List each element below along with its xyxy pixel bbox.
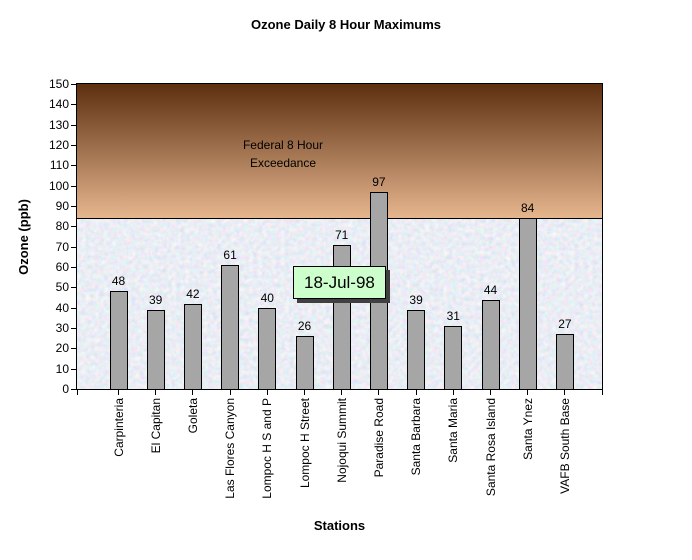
x-axis-label-las-flores-canyon: Las Flores Canyon [223,398,237,499]
bars-layer: 48 39 42 61 40 26 71 97 39 31 44 84 27 [77,84,602,389]
plot-area: 48 39 42 61 40 26 71 97 39 31 44 84 27 Federal 8 Hou… [76,83,603,390]
x-axis-label-lompoc-h-street: Lompoc H Street [298,398,312,489]
y-axis-tick-label: 10 [55,362,69,376]
bar-value-label: 84 [521,201,535,215]
x-axis-tick [192,390,193,395]
bar-carpinteria [109,291,128,389]
bar-vafb-south-base [555,334,574,389]
x-axis-tick [416,390,417,395]
y-axis-tick-label: 30 [55,321,69,335]
x-axis-tick [453,390,454,395]
y-axis-tick-label: 60 [55,260,69,274]
bar-las-flores-canyon [221,265,240,389]
y-axis-tick-label: 70 [55,240,69,254]
bar-value-label: 27 [558,317,572,331]
y-axis-tick [71,84,76,85]
x-axis-title: Stations [313,518,366,533]
y-axis-tick [71,206,76,207]
x-axis-tick [341,390,342,395]
x-axis-label-santa-ynez: Santa Ynez [521,398,535,460]
x-axis-tick [527,390,528,395]
bar-santa-maria [444,326,463,389]
y-axis-tick-label: 100 [48,179,69,193]
x-axis-tick [602,390,603,395]
x-axis-label-santa-rosa-island: Santa Rosa Island [484,398,498,497]
y-axis-tick [71,104,76,105]
y-axis-tick [71,348,76,349]
chart-title: Ozone Daily 8 Hour Maximums [251,17,441,32]
x-axis-label-carpinteria: Carpinteria [112,398,126,457]
x-axis-tick [304,390,305,395]
y-axis-tick [71,247,76,248]
bar-value-label: 39 [409,293,423,307]
y-axis-tick-label: 20 [55,341,69,355]
y-axis-tick [71,389,76,390]
x-axis-label-vafb-south-base: VAFB South Base [558,398,572,494]
y-axis-tick-label: 140 [48,97,69,111]
y-axis-tick-label: 110 [49,158,69,172]
bar-goleta [183,304,202,389]
y-axis-tick [71,125,76,126]
bar-value-label: 40 [260,291,274,305]
x-axis-tick [267,390,268,395]
y-axis-tick [71,328,76,329]
y-axis-tick-label: 90 [55,199,69,213]
bar-santa-barbara [407,310,426,389]
bar-lompoc-h-street [295,336,314,389]
x-axis-label-el-capitan: El Capitan [149,398,163,454]
bar-santa-rosa-island [481,300,500,389]
bar-value-label: 26 [297,319,312,333]
x-axis-tick [564,390,565,395]
threshold-line [77,218,602,219]
y-axis-tick [71,165,76,166]
bar-value-label: 48 [111,274,126,288]
y-axis-tick-label: 40 [55,301,69,315]
y-axis-tick [71,287,76,288]
y-axis-tick-label: 0 [62,382,69,396]
y-axis-tick [71,226,76,227]
y-axis-tick [71,145,76,146]
y-axis-tick-label: 130 [48,118,69,132]
bar-value-label: 97 [372,175,386,189]
exceedance-annotation: Federal 8 Hour Exceedance [203,136,363,172]
y-axis-title: Ozone (ppb) [16,199,31,275]
x-axis-tick [378,390,379,395]
bar-santa-ynez [518,218,537,389]
x-axis-label-nojoqui-summit: Nojoqui Summit [335,398,349,483]
x-axis-label-santa-maria: Santa Maria [446,398,460,463]
bar-el-capitan [146,310,165,389]
y-axis-tick-label: 50 [55,280,69,294]
x-axis-label-paradise-road: Paradise Road [372,398,386,478]
bar-value-label: 44 [483,283,498,297]
x-axis-tick [118,390,119,395]
x-axis-label-lompoc-h-s-and-p: Lompoc H S and P [260,398,274,499]
y-axis-tick [71,369,76,370]
bar-value-label: 61 [223,248,237,262]
bar-value-label: 42 [186,287,200,301]
x-axis-tick [155,390,156,395]
exceedance-annotation-line2: Exceedance [249,156,317,170]
y-axis-tick-label: 120 [48,138,69,152]
x-axis-tick [230,390,231,395]
bar-value-label: 39 [149,293,163,307]
x-axis-tick [490,390,491,395]
y-axis-tick [71,186,76,187]
y-axis-tick [71,308,76,309]
y-axis-tick-label: 80 [55,219,69,233]
x-axis-label-goleta: Goleta [186,398,200,434]
date-label: 18-Jul-98 [293,266,386,299]
bar-lompoc-h-s-and-p [258,308,277,389]
exceedance-zone [77,84,602,218]
bar-value-label: 31 [446,309,460,323]
bar-value-label: 71 [335,228,349,242]
x-axis-tick [77,390,78,395]
exceedance-annotation-line1: Federal 8 Hour [242,138,324,152]
y-axis-tick-label: 150 [48,77,69,91]
x-axis-label-santa-barbara: Santa Barbara [409,398,423,476]
y-axis-tick [71,267,76,268]
